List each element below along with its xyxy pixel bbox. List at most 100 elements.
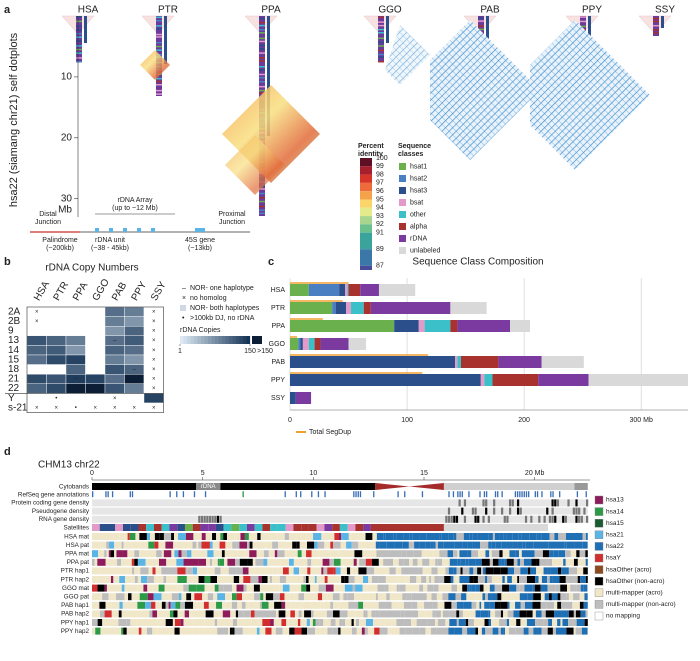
track-segment — [106, 550, 109, 558]
class-stripe — [378, 56, 384, 58]
track-segment — [427, 584, 434, 592]
track-segment — [259, 541, 266, 549]
track-segment — [519, 576, 527, 583]
track-segment — [281, 619, 287, 626]
track-segment — [198, 619, 205, 626]
track-segment — [242, 627, 250, 635]
track-segment — [341, 576, 345, 583]
track-segment — [461, 507, 464, 515]
track-segment — [255, 601, 260, 609]
track-segment — [322, 593, 328, 601]
track-segment — [92, 619, 98, 626]
track-segment — [564, 515, 567, 523]
track-segment — [252, 558, 256, 566]
track-segment — [442, 558, 450, 566]
class-stripe — [156, 28, 162, 30]
track-segment — [312, 593, 318, 601]
track-segment — [222, 610, 231, 618]
track-segment — [182, 491, 185, 498]
identity-swatch — [360, 199, 372, 208]
cell-symbol: • — [55, 396, 57, 402]
dotplot-pab — [430, 20, 540, 160]
track-segment — [205, 593, 208, 601]
track-segment — [377, 593, 387, 601]
track-segment — [477, 533, 481, 540]
track-segment — [551, 593, 558, 601]
track-segment — [196, 567, 200, 575]
track-segment — [294, 593, 299, 601]
track-segment — [457, 550, 460, 558]
track-segment — [586, 515, 589, 523]
track-segment — [541, 491, 543, 498]
track-segment — [494, 491, 497, 498]
track-segment — [189, 610, 192, 618]
track-segment — [127, 567, 133, 575]
track-segment — [212, 533, 217, 540]
cell-symbol: × — [152, 329, 156, 335]
track-segment — [481, 558, 490, 566]
track-segment — [131, 593, 140, 601]
track-segment — [413, 550, 422, 558]
bar-segment — [332, 302, 336, 314]
track-segment — [289, 576, 293, 583]
track-segment — [527, 567, 531, 575]
track-segment — [165, 541, 174, 549]
class-stripe — [259, 81, 265, 83]
track-segment — [319, 558, 323, 566]
track-segment — [258, 576, 262, 583]
track-segment — [282, 567, 289, 575]
track-segment — [552, 491, 554, 498]
track-segment — [298, 593, 305, 601]
class-stripe — [156, 93, 162, 95]
track-segment — [455, 593, 462, 601]
track-segment — [317, 593, 323, 601]
track-segment — [347, 593, 355, 601]
track-segment — [204, 619, 213, 626]
track-segment — [171, 533, 175, 540]
scale-step — [211, 336, 216, 344]
track-segment — [238, 610, 244, 618]
track-segment — [561, 627, 567, 635]
track-segment — [372, 533, 377, 540]
track-segment — [396, 576, 400, 583]
track-segment — [193, 619, 199, 626]
track-segment — [526, 619, 536, 626]
track-segment — [459, 576, 468, 583]
track-segment — [263, 558, 268, 566]
bar-segment — [480, 374, 485, 386]
track-segment — [404, 610, 412, 618]
track-segment — [519, 593, 528, 601]
track-segment — [273, 619, 279, 626]
track-segment — [307, 558, 312, 566]
class-stripe — [156, 16, 162, 19]
class-stripe — [378, 28, 384, 31]
heat-cell — [26, 335, 47, 346]
track-segment — [547, 567, 551, 575]
track-segment — [358, 533, 366, 540]
track-segment — [471, 507, 475, 515]
identity-swatch — [360, 166, 372, 175]
track-segment — [498, 627, 501, 635]
col-label: SSY — [149, 280, 169, 303]
track-segment — [469, 610, 476, 618]
track-segment — [444, 601, 452, 609]
bar-segment — [538, 374, 589, 386]
track-segment — [229, 627, 233, 635]
track-segment — [219, 558, 225, 566]
scale-step — [243, 336, 247, 344]
track-segment — [370, 550, 377, 558]
track-segment — [572, 507, 575, 515]
track-segment — [409, 593, 412, 601]
track-segment — [469, 627, 476, 635]
heat-cell — [104, 383, 125, 394]
bar-segment — [484, 374, 493, 386]
track-segment — [109, 541, 115, 549]
track-segment — [532, 601, 541, 609]
track-segment — [448, 627, 455, 635]
track-segment — [261, 601, 269, 609]
track-segment — [387, 627, 392, 635]
track-segment — [132, 610, 137, 618]
track-segment — [108, 558, 112, 566]
col-label: PTR — [52, 280, 72, 303]
species-label: PPA — [261, 5, 281, 16]
